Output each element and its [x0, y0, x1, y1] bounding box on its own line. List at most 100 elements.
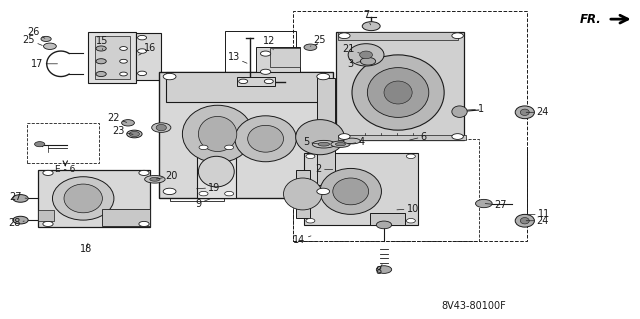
Bar: [338, 135, 466, 140]
Text: 23: 23: [112, 126, 133, 137]
Bar: [304, 153, 418, 225]
Ellipse shape: [64, 184, 102, 213]
Bar: [102, 209, 150, 226]
Bar: [317, 78, 335, 185]
Text: 28: 28: [8, 218, 24, 228]
Bar: [136, 33, 161, 80]
Text: 27: 27: [10, 192, 27, 202]
Text: 15: 15: [96, 36, 109, 50]
Bar: [27, 123, 99, 163]
Circle shape: [41, 36, 51, 41]
Bar: [38, 210, 54, 221]
Ellipse shape: [320, 168, 381, 214]
Bar: [166, 72, 325, 102]
Bar: [95, 36, 130, 79]
Bar: [159, 72, 333, 198]
Bar: [370, 213, 405, 225]
Ellipse shape: [331, 141, 350, 147]
Text: 8V43-80100F: 8V43-80100F: [441, 301, 506, 311]
Ellipse shape: [344, 138, 360, 144]
Circle shape: [376, 266, 392, 273]
Ellipse shape: [352, 55, 444, 130]
Text: 1: 1: [467, 104, 484, 114]
Circle shape: [452, 134, 463, 139]
Circle shape: [152, 123, 171, 132]
Text: 4: 4: [348, 137, 365, 147]
Circle shape: [120, 47, 127, 50]
Ellipse shape: [296, 120, 344, 155]
Circle shape: [120, 59, 127, 63]
Circle shape: [96, 71, 106, 77]
Text: FR.: FR.: [580, 13, 602, 26]
Bar: [293, 139, 479, 241]
Circle shape: [120, 72, 127, 76]
Ellipse shape: [384, 81, 412, 104]
Circle shape: [163, 73, 176, 80]
Ellipse shape: [318, 142, 330, 146]
Text: 6: 6: [410, 131, 427, 142]
Ellipse shape: [515, 214, 534, 227]
Bar: [197, 145, 236, 198]
Text: E - 6: E - 6: [55, 165, 76, 174]
Ellipse shape: [452, 106, 467, 117]
Text: 7: 7: [363, 10, 371, 25]
Text: 10: 10: [397, 204, 419, 214]
Circle shape: [339, 134, 350, 139]
Circle shape: [406, 154, 415, 159]
Circle shape: [452, 33, 463, 39]
Circle shape: [139, 221, 149, 226]
Text: 25: 25: [310, 35, 326, 46]
Circle shape: [260, 69, 271, 74]
Ellipse shape: [156, 124, 166, 131]
Ellipse shape: [367, 68, 429, 117]
Circle shape: [339, 33, 350, 39]
Circle shape: [239, 79, 248, 84]
Ellipse shape: [348, 44, 384, 66]
Bar: [296, 170, 310, 218]
Circle shape: [13, 195, 28, 202]
Text: 27: 27: [485, 200, 507, 210]
Circle shape: [44, 43, 56, 49]
Ellipse shape: [520, 109, 529, 115]
Circle shape: [225, 145, 234, 150]
Bar: [338, 32, 458, 40]
Circle shape: [360, 57, 376, 65]
Circle shape: [260, 51, 271, 56]
Text: 13: 13: [227, 52, 247, 63]
Ellipse shape: [333, 178, 369, 205]
Text: 5: 5: [303, 137, 319, 147]
Bar: [270, 48, 300, 67]
Bar: [256, 47, 300, 77]
Ellipse shape: [145, 175, 165, 183]
Ellipse shape: [335, 143, 346, 146]
Bar: [293, 11, 527, 241]
Text: 20: 20: [156, 171, 178, 181]
Text: 3: 3: [348, 59, 361, 69]
Ellipse shape: [150, 177, 160, 181]
Ellipse shape: [52, 177, 114, 220]
Text: 24: 24: [526, 107, 549, 117]
Circle shape: [13, 216, 28, 224]
Bar: [225, 31, 296, 96]
Text: 16: 16: [139, 43, 157, 55]
Ellipse shape: [284, 178, 322, 210]
Circle shape: [43, 170, 53, 175]
Circle shape: [376, 221, 392, 229]
Ellipse shape: [198, 156, 234, 187]
Circle shape: [362, 22, 380, 31]
Circle shape: [35, 142, 45, 147]
Circle shape: [306, 154, 315, 159]
Circle shape: [306, 219, 315, 223]
Ellipse shape: [520, 218, 529, 224]
Ellipse shape: [515, 106, 534, 119]
Circle shape: [96, 59, 106, 64]
Text: 14: 14: [293, 235, 311, 245]
Bar: [88, 32, 136, 83]
Circle shape: [127, 130, 142, 138]
Text: 11: 11: [528, 209, 550, 219]
Ellipse shape: [198, 116, 237, 152]
Circle shape: [476, 199, 492, 208]
Circle shape: [406, 219, 415, 223]
Circle shape: [317, 73, 330, 80]
Circle shape: [122, 120, 134, 126]
